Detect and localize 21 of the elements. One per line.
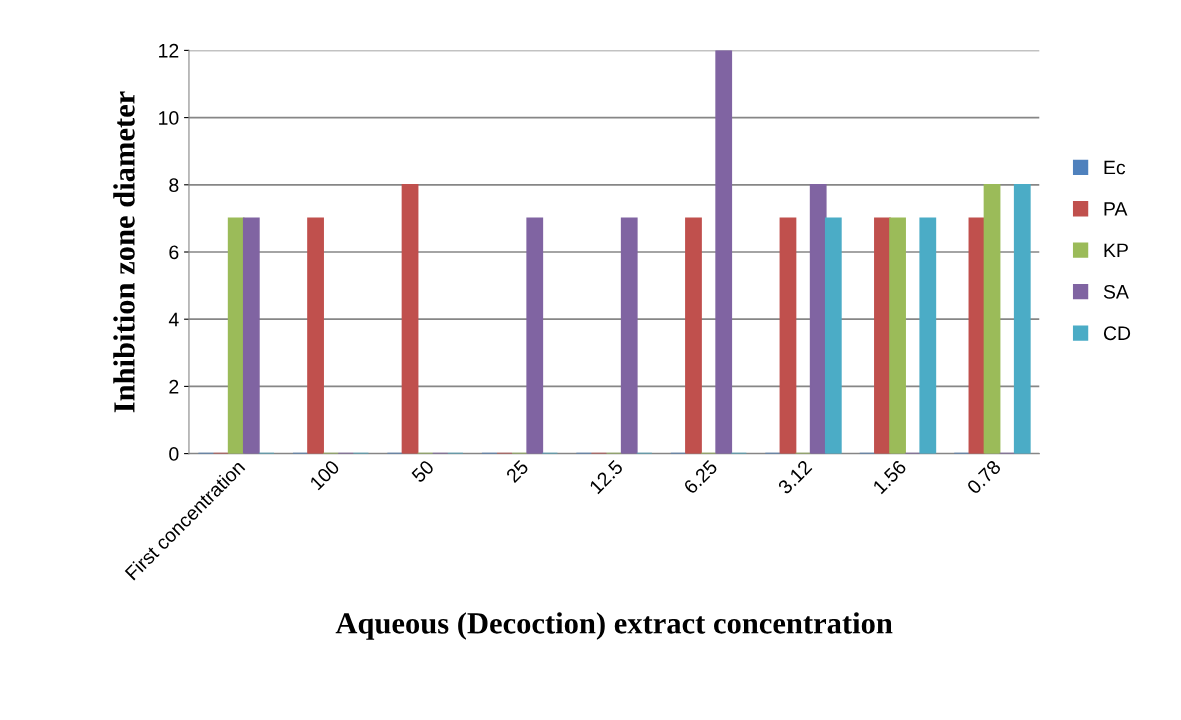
y-tick-label: 4 [168, 312, 179, 327]
x-axis-title: Aqueous (Decoction) extract concentration [335, 612, 893, 640]
legend-label: PA [1104, 202, 1128, 216]
x-tick-label: 3.12 [777, 459, 813, 495]
x-tick-label: 6.25 [682, 459, 719, 495]
y-tick-label: 0 [169, 447, 179, 461]
y-tick-label: 8 [169, 178, 179, 193]
legend-label: CD [1103, 326, 1131, 341]
x-tick-label: 100 [309, 459, 341, 491]
y-tick-label: 10 [159, 111, 179, 125]
legend-label: Ec [1104, 160, 1126, 175]
x-tick-label: 25 [505, 459, 530, 484]
y-tick-label: 2 [169, 379, 179, 394]
legend-label: SA [1103, 284, 1129, 299]
x-tick-label: 50 [410, 459, 435, 484]
y-tick-label: 6 [169, 245, 179, 260]
y-axis-title: Inhibition zone diameter [113, 91, 135, 413]
y-tick-label: 12 [159, 43, 179, 58]
x-tick-label: 1.56 [872, 459, 908, 495]
legend-label: KP [1104, 243, 1128, 258]
x-tick-label: 0.78 [966, 459, 1002, 495]
